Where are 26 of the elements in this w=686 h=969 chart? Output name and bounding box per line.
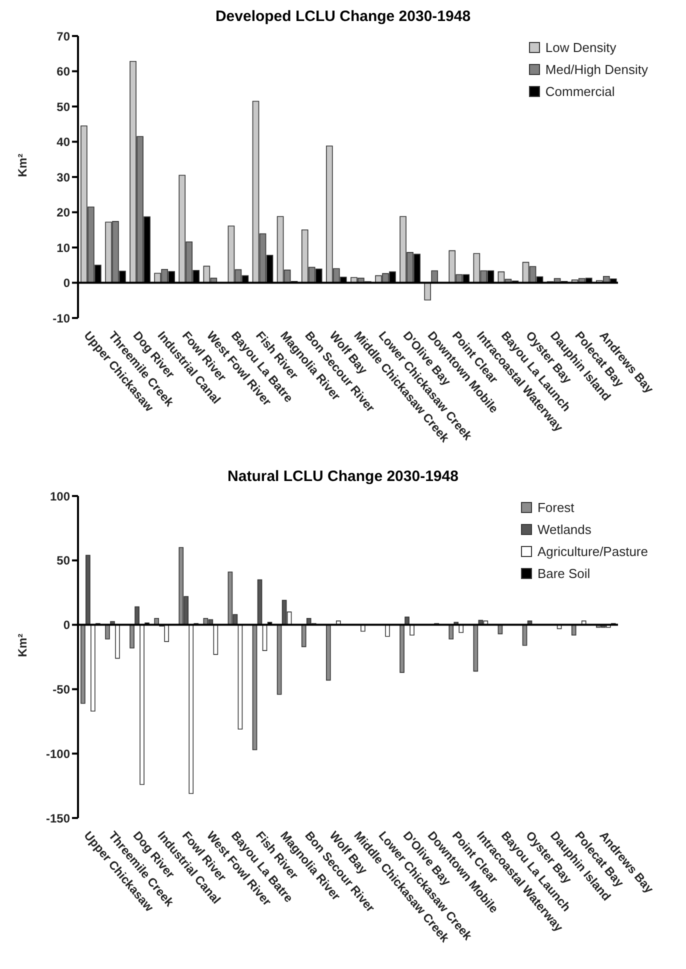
legend-label: Bare Soil [537, 566, 590, 580]
y-tick-label: 100 [50, 489, 70, 504]
y-tick-label: 60 [56, 64, 70, 79]
legend-label: Agriculture/Pasture [537, 544, 648, 558]
y-tick-label: 50 [56, 100, 70, 114]
y-tick-label: 70 [56, 29, 70, 44]
y-tick-label: 0 [63, 276, 70, 290]
y-axis-title: Km² [15, 634, 30, 657]
y-tick-label: -100 [46, 746, 70, 761]
legend-label: Low Density [545, 40, 616, 54]
chart-title: Natural LCLU Change 2030-1948 [226, 468, 460, 487]
legend-label: Med/High Density [545, 62, 648, 76]
y-tick-label: 40 [56, 135, 70, 150]
y-tick-label: -10 [52, 311, 70, 326]
y-tick-label: 0 [63, 618, 70, 632]
y-tick-label: 50 [56, 554, 70, 568]
y-tick-label: -150 [46, 811, 70, 826]
legend-label: Commercial [545, 84, 615, 98]
y-tick-label: 20 [56, 206, 70, 220]
chart-title: Developed LCLU Change 2030-1948 [214, 8, 472, 27]
y-tick-label: 30 [56, 170, 70, 184]
y-axis-title: Km² [15, 154, 30, 177]
legend-label: Forest [537, 500, 574, 514]
y-tick-label: 10 [56, 240, 70, 255]
y-tick-label: -50 [52, 682, 70, 696]
legend-label: Wetlands [537, 522, 592, 536]
